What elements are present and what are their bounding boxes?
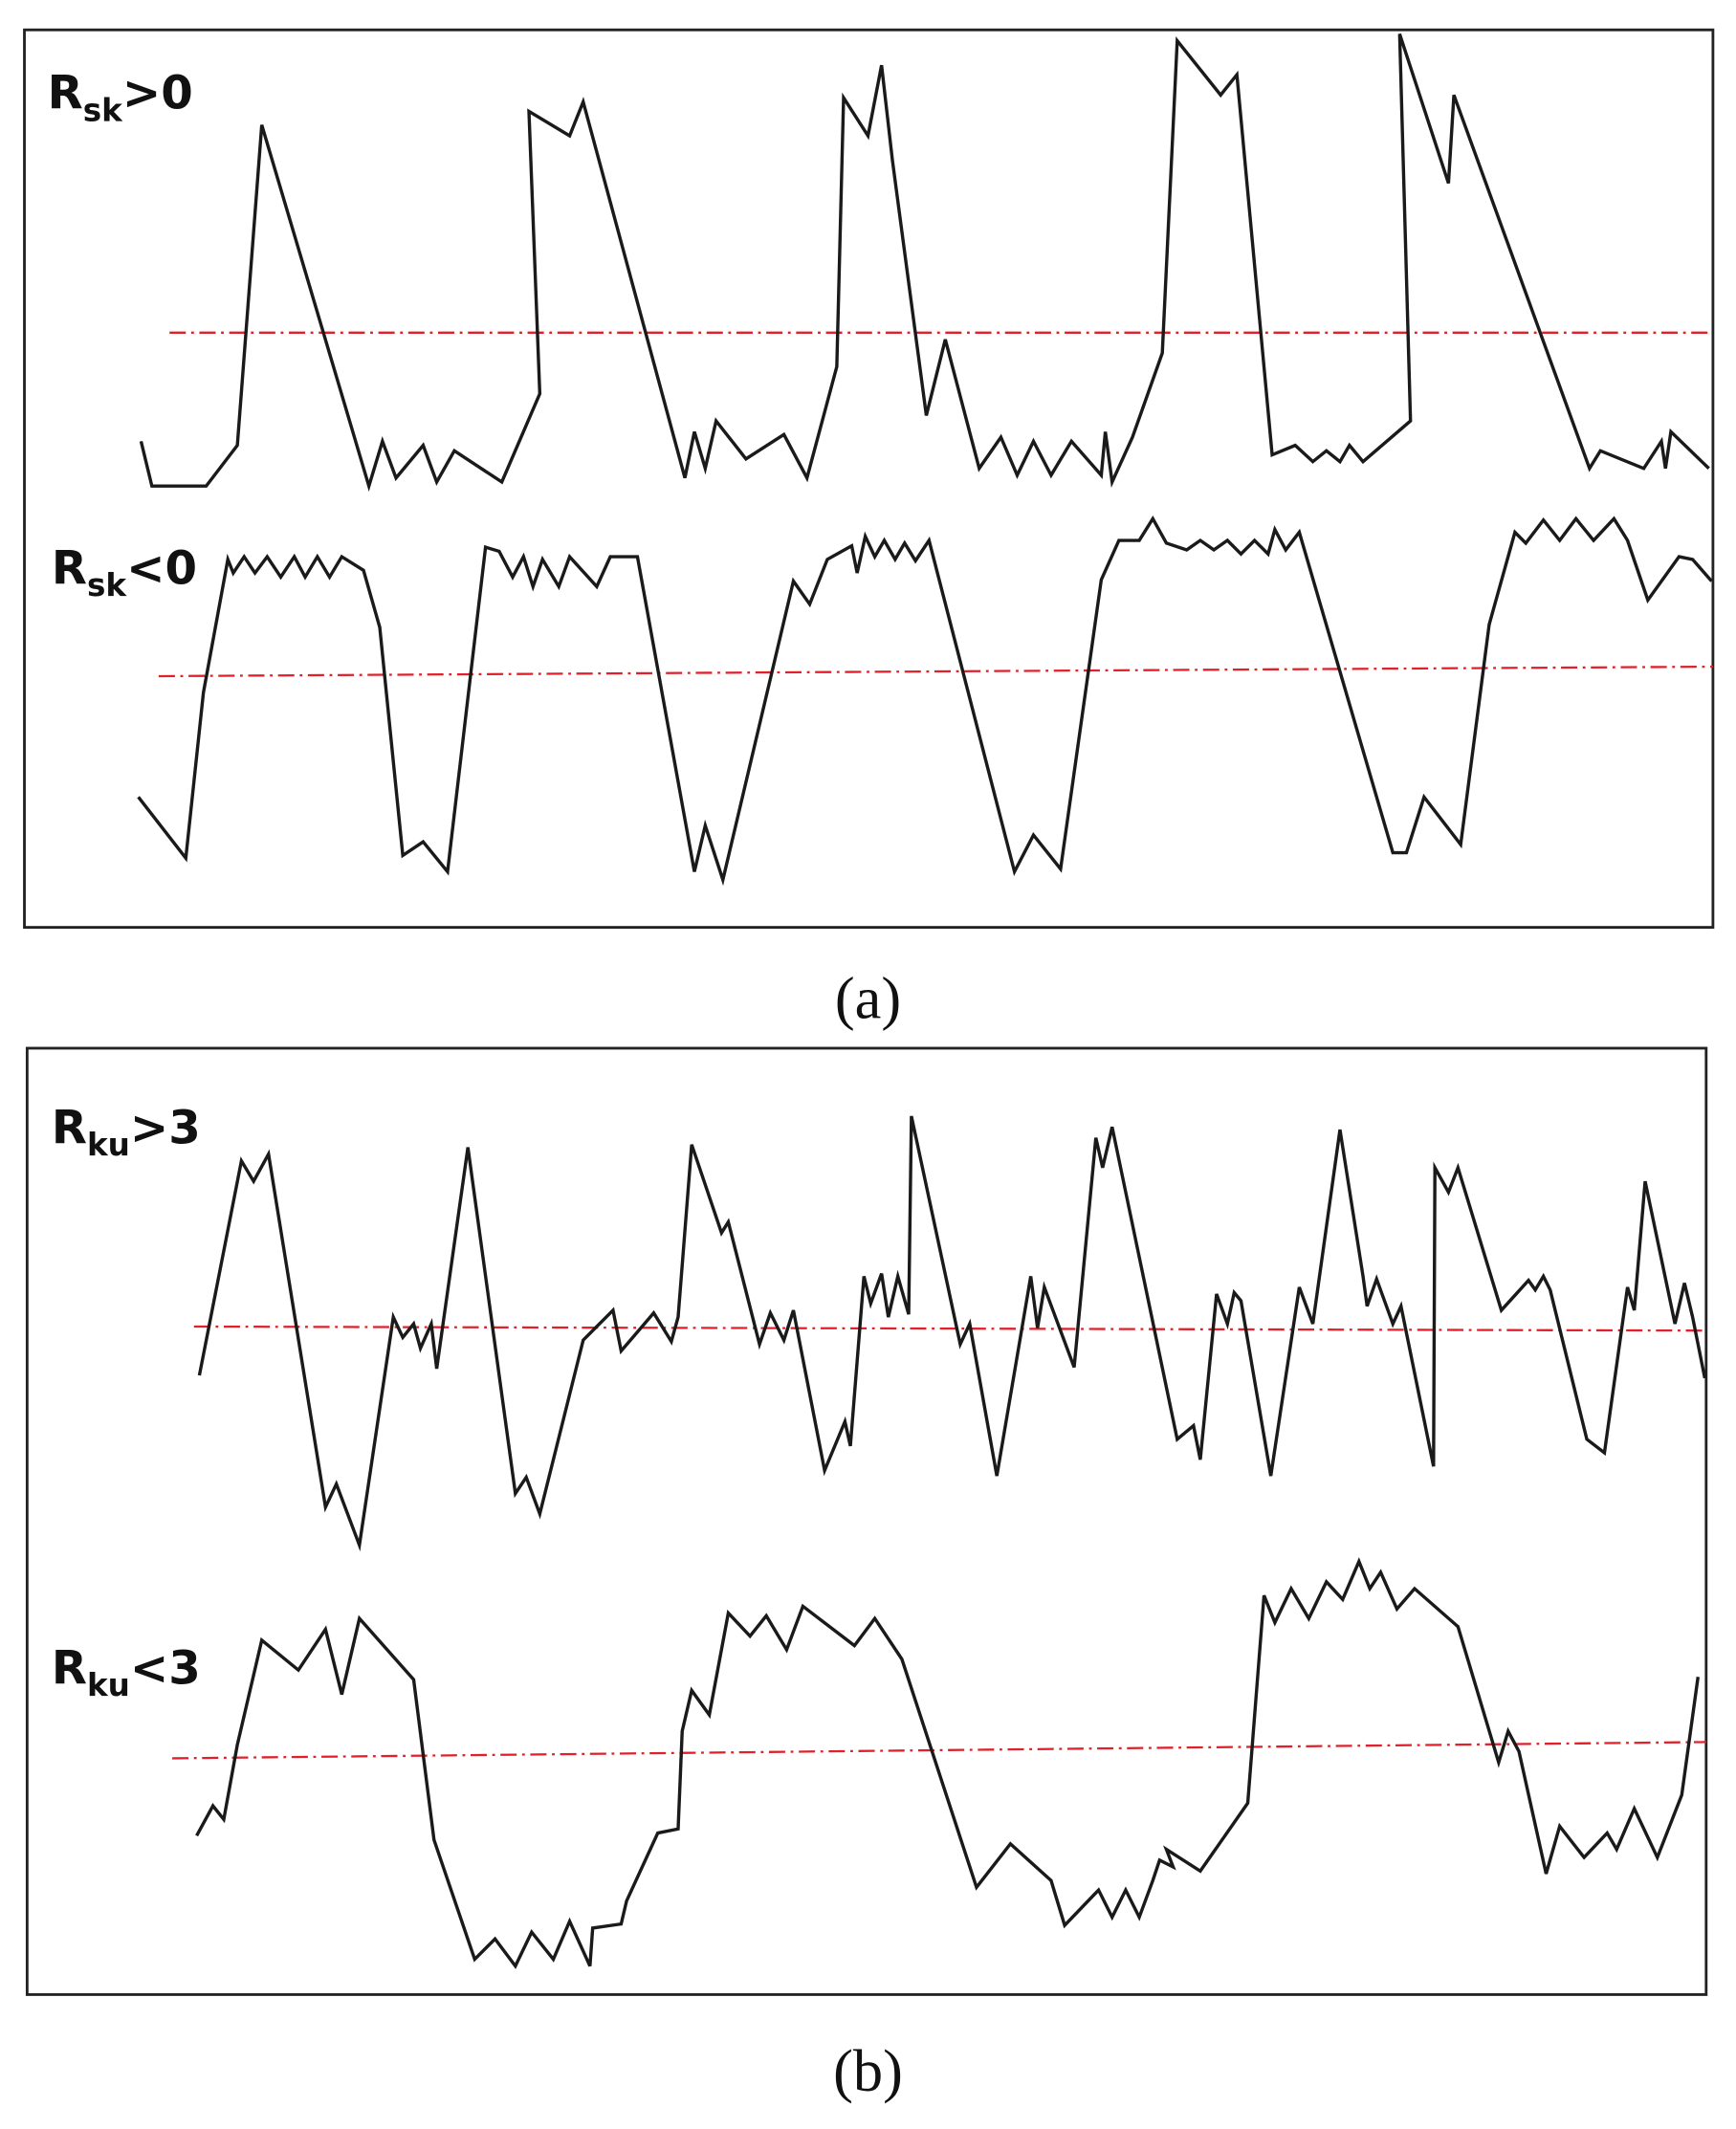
mean-line — [193, 1325, 1706, 1332]
symbol: R — [52, 541, 87, 595]
profile-label: Rku>3 — [52, 1101, 201, 1163]
profile-line — [197, 1115, 1707, 1552]
condition: >0 — [122, 67, 193, 121]
condition: >3 — [130, 1101, 201, 1154]
profile-line — [137, 515, 1713, 887]
subscript: sk — [87, 567, 127, 604]
panel-frame — [25, 1046, 1708, 1996]
condition: <0 — [126, 541, 197, 595]
panel-frame — [23, 28, 1715, 930]
subscript: ku — [87, 1127, 130, 1163]
profile-label: Rku<3 — [52, 1641, 201, 1703]
mean-line — [172, 1741, 1706, 1760]
symbol: R — [52, 1641, 87, 1695]
caption: (a) — [835, 965, 901, 1032]
symbol: R — [48, 67, 83, 121]
profile-line — [195, 1557, 1700, 1969]
subscript: sk — [83, 92, 123, 128]
condition: <3 — [130, 1641, 201, 1695]
caption: (b) — [833, 2037, 903, 2104]
profile-label: Rsk<0 — [52, 541, 197, 604]
mean-line — [158, 665, 1713, 678]
profile-label: Rsk>0 — [48, 67, 193, 129]
profile-line — [139, 33, 1710, 493]
symbol: R — [52, 1101, 87, 1154]
subscript: ku — [87, 1667, 130, 1703]
